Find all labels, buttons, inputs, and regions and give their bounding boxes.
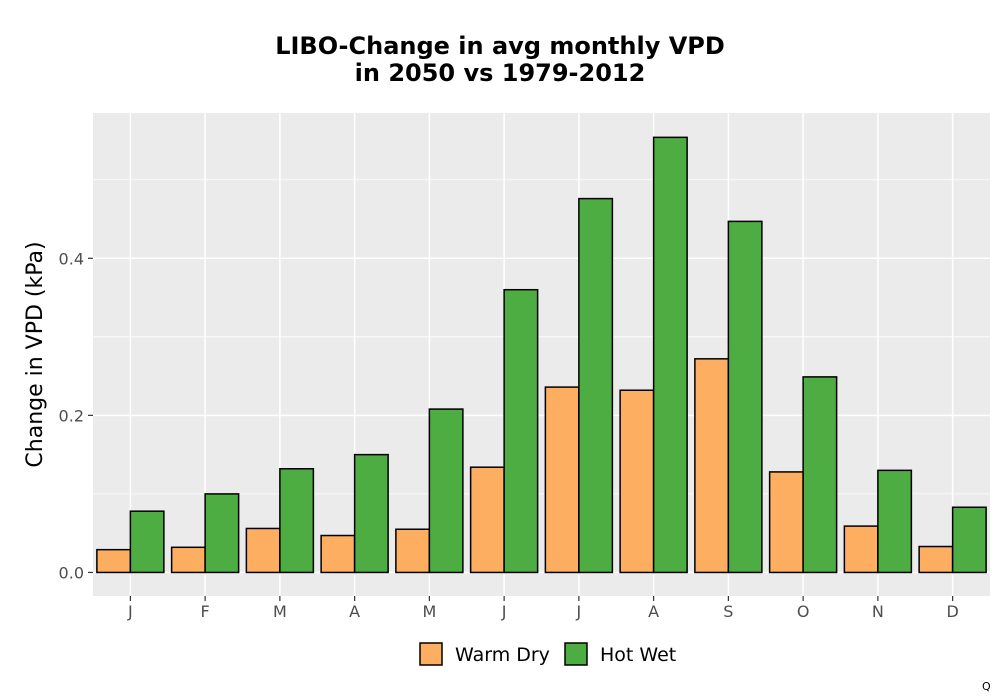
x-tick-label: M [422, 602, 436, 621]
bar-warm-dry [918, 545, 954, 574]
bar-hot-wet [279, 468, 315, 574]
footnote-text: Q [982, 680, 991, 693]
plot-panel [93, 113, 990, 596]
x-tick-label: S [723, 602, 733, 621]
bar-warm-dry [245, 527, 281, 574]
legend-label: Warm Dry [455, 644, 550, 666]
chart-title-line-1: LIBO-Change in avg monthly VPD [275, 32, 725, 60]
chart-title-line-2: in 2050 vs 1979-2012 [354, 59, 646, 87]
bar-warm-dry [96, 548, 132, 574]
bar-warm-dry [694, 358, 730, 574]
x-tick-label: M [273, 602, 287, 621]
bar-hot-wet [353, 453, 389, 574]
x-tick-label: J [127, 602, 133, 621]
bar-warm-dry [395, 528, 431, 574]
bar-warm-dry [544, 386, 580, 574]
bar-hot-wet [503, 288, 539, 574]
legend-label: Hot Wet [600, 644, 676, 666]
x-tick-label: A [648, 602, 659, 621]
y-tick-label: 0.2 [59, 406, 84, 425]
bar-hot-wet [951, 506, 987, 574]
x-tick-label: N [872, 602, 884, 621]
bar-hot-wet [802, 376, 838, 574]
y-tick-label: 0.4 [59, 249, 84, 268]
x-tick-label: F [201, 602, 210, 621]
legend-key-warm-dry [419, 642, 443, 666]
bar-warm-dry [170, 546, 206, 574]
bar-warm-dry [320, 534, 356, 574]
bar-warm-dry [469, 466, 505, 574]
x-tick-label: A [349, 602, 360, 621]
bar-warm-dry [768, 471, 804, 574]
y-axis-label: Change in VPD (kPa) [23, 241, 48, 467]
bar-hot-wet [428, 408, 464, 574]
bar-hot-wet [877, 469, 913, 574]
x-tick-label: J [576, 602, 582, 621]
y-tick-label: 0.0 [59, 563, 84, 582]
bar-hot-wet [652, 136, 688, 574]
bar-hot-wet [727, 220, 763, 574]
bar-warm-dry [619, 389, 655, 574]
bar-hot-wet [578, 197, 614, 574]
legend-key-hot-wet [564, 642, 588, 666]
x-tick-label: J [501, 602, 507, 621]
bar-warm-dry [843, 525, 879, 574]
bar-hot-wet [204, 493, 240, 574]
bar-hot-wet [129, 510, 165, 574]
x-tick-label: O [797, 602, 810, 621]
x-tick-label: D [946, 602, 958, 621]
